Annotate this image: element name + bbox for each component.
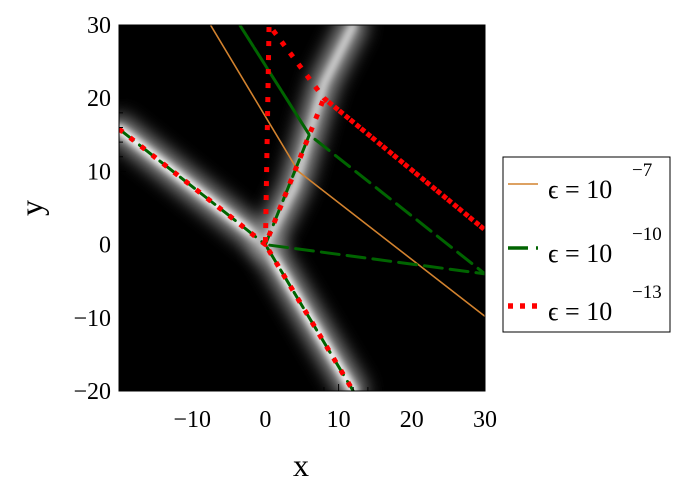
legend: ϵ = 10 −7 ϵ = 10 −10 ϵ = 10 −13 — [502, 156, 671, 333]
y-axis: −20 −10 0 10 20 30 — [73, 13, 126, 405]
y-tick-label: 20 — [87, 86, 111, 112]
y-tick-label: 30 — [87, 13, 111, 39]
y-tick-label: 10 — [87, 159, 111, 185]
x-axis-title: x — [293, 447, 309, 483]
legend-label-2: ϵ = 10 — [548, 239, 612, 268]
x-tick-label: 10 — [327, 407, 351, 433]
y-axis-title: y — [13, 200, 49, 216]
legend-exponent-3: −13 — [632, 282, 662, 303]
heatmap-background — [119, 25, 485, 391]
x-tick-label: 20 — [400, 407, 424, 433]
legend-label-1: ϵ = 10 — [548, 175, 612, 204]
legend-exponent-1: −7 — [632, 160, 652, 181]
x-tick-label: 0 — [259, 407, 271, 433]
y-tick-label: −20 — [73, 379, 111, 405]
legend-label-3: ϵ = 10 — [548, 297, 612, 326]
x-tick-label: −10 — [173, 407, 211, 433]
plot-frame — [118, 24, 486, 392]
legend-exponent-2: −10 — [632, 224, 662, 245]
x-axis: −10 0 10 20 30 — [118, 384, 497, 433]
plot-area — [118, 24, 486, 392]
series-layer — [119, 25, 485, 391]
y-tick-label: −10 — [73, 306, 111, 332]
series-line-3 — [119, 25, 485, 391]
x-tick-label: 30 — [473, 407, 497, 433]
y-tick-label: 0 — [99, 233, 111, 259]
legend-box — [502, 156, 671, 333]
series-line-1 — [209, 25, 485, 318]
